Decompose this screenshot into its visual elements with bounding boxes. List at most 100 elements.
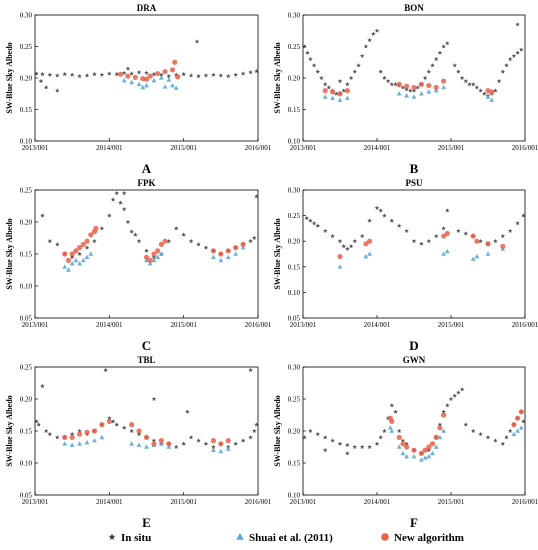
in-situ-point: [515, 50, 520, 55]
in-situ-point: [337, 441, 343, 446]
in-situ-point: [441, 44, 446, 49]
legend-label: New algorithm: [394, 532, 464, 544]
y-tick-label: 0.20: [288, 238, 301, 246]
y-axis-label: SW-Blue Sky Albedo: [273, 42, 282, 113]
in-situ-point: [352, 69, 358, 74]
in-situ-point: [110, 197, 116, 202]
y-tick-label: 0.05: [20, 315, 33, 323]
new-algorithm-point: [129, 422, 135, 428]
in-situ-point: [463, 78, 469, 84]
in-situ-point: [319, 75, 324, 80]
in-situ-point: [367, 37, 372, 43]
in-situ-point: [500, 233, 506, 238]
in-situ-point: [411, 88, 417, 93]
in-situ-point: [341, 88, 346, 93]
new-algorithm-point: [426, 82, 432, 89]
new-algorithm-point: [426, 444, 432, 450]
y-tick-label: 0.20: [20, 396, 33, 404]
new-algorithm-point: [418, 450, 424, 456]
new-algorithm-point: [218, 441, 224, 447]
in-situ-point: [430, 63, 435, 68]
shuai-point: [151, 257, 157, 263]
new-algorithm-point: [337, 253, 343, 260]
in-situ-point: [371, 31, 376, 36]
in-situ-point: [129, 71, 134, 76]
in-situ-point: [467, 81, 472, 87]
panel-letter: A: [142, 161, 152, 176]
new-algorithm-point: [62, 251, 68, 257]
shuai-point: [411, 94, 417, 99]
in-situ-point: [389, 218, 395, 223]
in-situ-point: [485, 435, 491, 440]
new-algorithm-point: [84, 429, 90, 435]
in-situ-point: [382, 428, 387, 433]
shuai-point: [404, 93, 409, 98]
y-tick-label: 0.25: [288, 212, 301, 220]
in-situ-point: [334, 91, 339, 96]
y-tick-label: 0.30: [20, 12, 33, 20]
x-tick-label: 2013/001: [290, 498, 317, 506]
new-algorithm-point: [210, 248, 216, 254]
y-tick-label: 0.20: [20, 219, 33, 227]
in-situ-point: [474, 85, 480, 90]
x-tick-label: 2014/001: [364, 498, 391, 506]
in-situ-point: [196, 73, 201, 79]
in-situ-point: [393, 409, 398, 414]
in-situ-point: [482, 91, 487, 96]
in-situ-point: [400, 438, 406, 443]
new-algorithm-point: [69, 251, 75, 257]
in-situ-point: [311, 63, 317, 68]
in-situ-point: [507, 428, 513, 433]
new-algorithm-point: [166, 441, 172, 447]
in-situ-point: [133, 232, 138, 237]
series-shuai-et-al-2011: [322, 84, 495, 102]
new-algorithm-point: [441, 78, 447, 84]
shuai-point: [363, 253, 369, 259]
new-algorithm-point: [218, 251, 224, 257]
new-algorithm-point: [233, 245, 239, 251]
shuai-point: [225, 254, 231, 259]
in-situ-point: [166, 73, 172, 79]
y-tick-label: 0.10: [288, 138, 301, 146]
in-situ-point: [129, 229, 134, 234]
in-situ-point: [519, 47, 524, 52]
in-situ-point: [55, 73, 60, 78]
legend-label: Shuai et al. (2011): [249, 532, 333, 544]
shuai-point: [387, 425, 393, 430]
x-tick-label: 2015/001: [170, 144, 197, 152]
in-situ-point: [36, 422, 41, 427]
in-situ-point: [322, 435, 328, 440]
in-situ-point: [136, 238, 142, 244]
in-situ-point: [55, 88, 60, 93]
new-algorithm-point: [337, 91, 343, 97]
in-situ-point: [426, 69, 432, 74]
shuai-point: [211, 447, 216, 452]
in-situ-point: [203, 245, 209, 250]
in-situ-point: [252, 428, 257, 433]
in-situ-point: [345, 246, 350, 251]
shuai-point: [444, 248, 450, 254]
x-tick-label: 2015/001: [438, 144, 465, 152]
in-situ-point: [348, 75, 354, 80]
y-tick-label: 0.15: [288, 106, 301, 114]
shuai-point: [233, 251, 239, 256]
new-algorithm-point: [172, 59, 178, 65]
in-situ-point: [211, 72, 216, 77]
shuai-point: [419, 457, 424, 462]
in-situ-point: [404, 228, 409, 233]
in-situ-point: [426, 238, 432, 244]
in-situ-point: [69, 431, 75, 437]
new-algorithm-point: [162, 238, 168, 244]
legend: In situ Shuai et al. (2011) New algorithm: [108, 532, 464, 544]
y-tick-label: 0.10: [20, 460, 33, 468]
in-situ-point: [55, 242, 60, 247]
shuai-point: [441, 251, 446, 256]
in-situ-point: [441, 409, 446, 414]
in-situ-point: [437, 50, 443, 55]
legend-item: New algorithm: [381, 532, 464, 544]
in-situ-point: [337, 238, 343, 244]
shuai-point: [69, 442, 75, 447]
new-algorithm-point: [106, 418, 112, 424]
chart-title: FPK: [138, 178, 156, 188]
x-tick-label: 2015/001: [438, 321, 465, 329]
